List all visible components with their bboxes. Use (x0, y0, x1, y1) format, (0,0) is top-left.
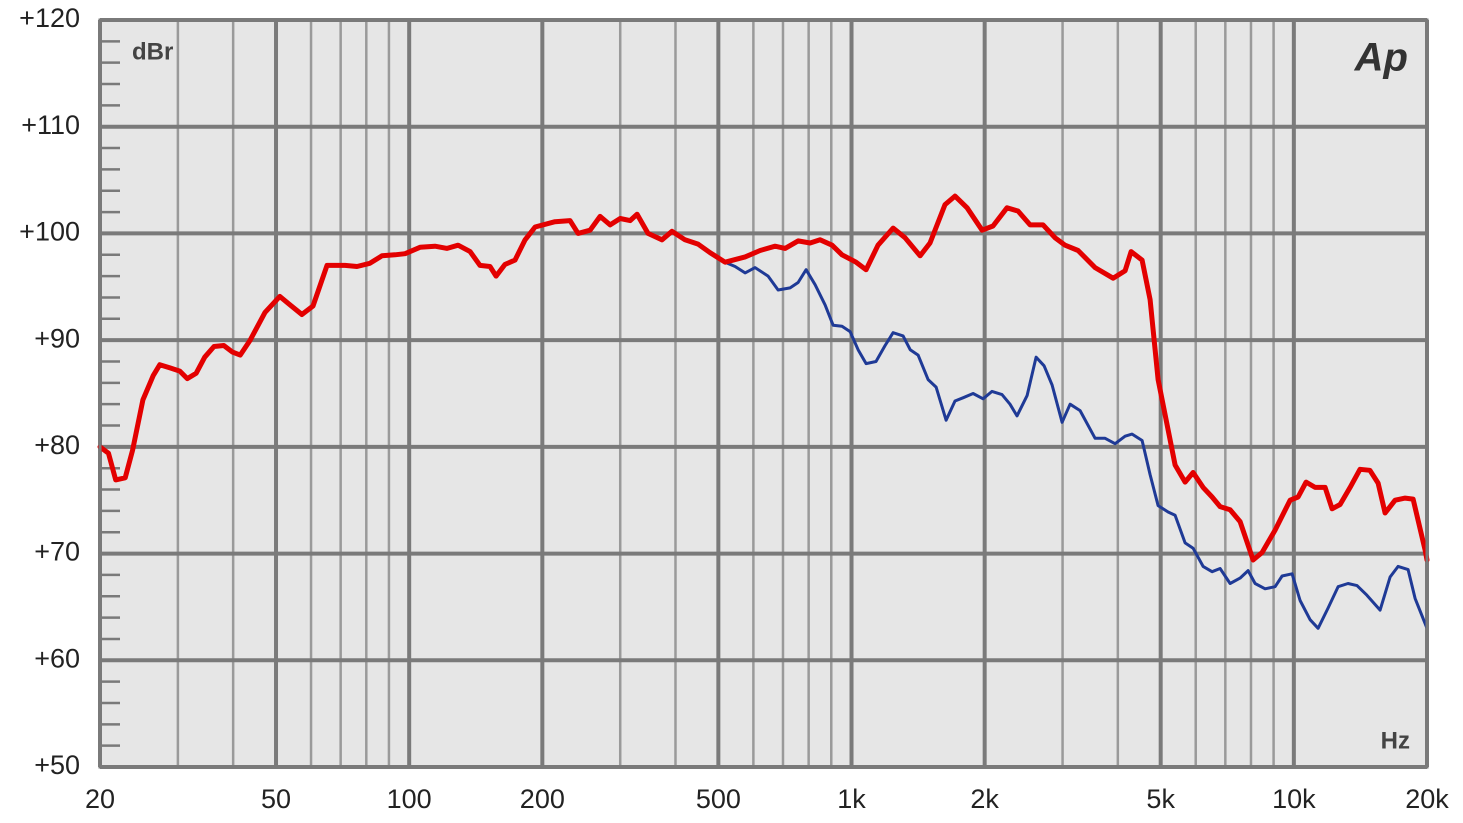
y-tick-label: +120 (19, 3, 80, 33)
y-unit: dBr (132, 38, 173, 65)
y-tick-label: +70 (34, 537, 80, 567)
x-tick-label: 500 (696, 784, 741, 814)
plot-frame (98, 18, 1429, 769)
y-tick-label: +90 (34, 323, 80, 353)
y-tick-label: +50 (34, 750, 80, 780)
x-tick-label: 20 (85, 784, 115, 814)
series-line (97, 193, 1430, 563)
y-tick-label: +60 (34, 643, 80, 673)
logo: Ap (1354, 36, 1408, 80)
series-line (723, 260, 1429, 630)
x-tick-label: 1k (837, 784, 866, 814)
x-tick-label: 5k (1146, 784, 1175, 814)
tick-labels: 20 50 100 200 500 1k 2k 5k 10k 20k +50 +60 +70 +80 +90… (19, 3, 1449, 814)
x-tick-label: 10k (1272, 784, 1316, 814)
y-tick-label: +110 (21, 110, 80, 140)
x-tick-label: 50 (261, 784, 291, 814)
x-tick-label: 100 (387, 784, 432, 814)
y-tick-label: +80 (34, 430, 80, 460)
x-unit: Hz (1381, 727, 1410, 754)
x-tick-label: 20k (1405, 784, 1449, 814)
lines (97, 193, 1430, 630)
plot-area (100, 20, 1427, 767)
y-tick-label: +100 (19, 217, 80, 247)
x-tick-label: 200 (520, 784, 565, 814)
x-tick-label: 2k (970, 784, 999, 814)
